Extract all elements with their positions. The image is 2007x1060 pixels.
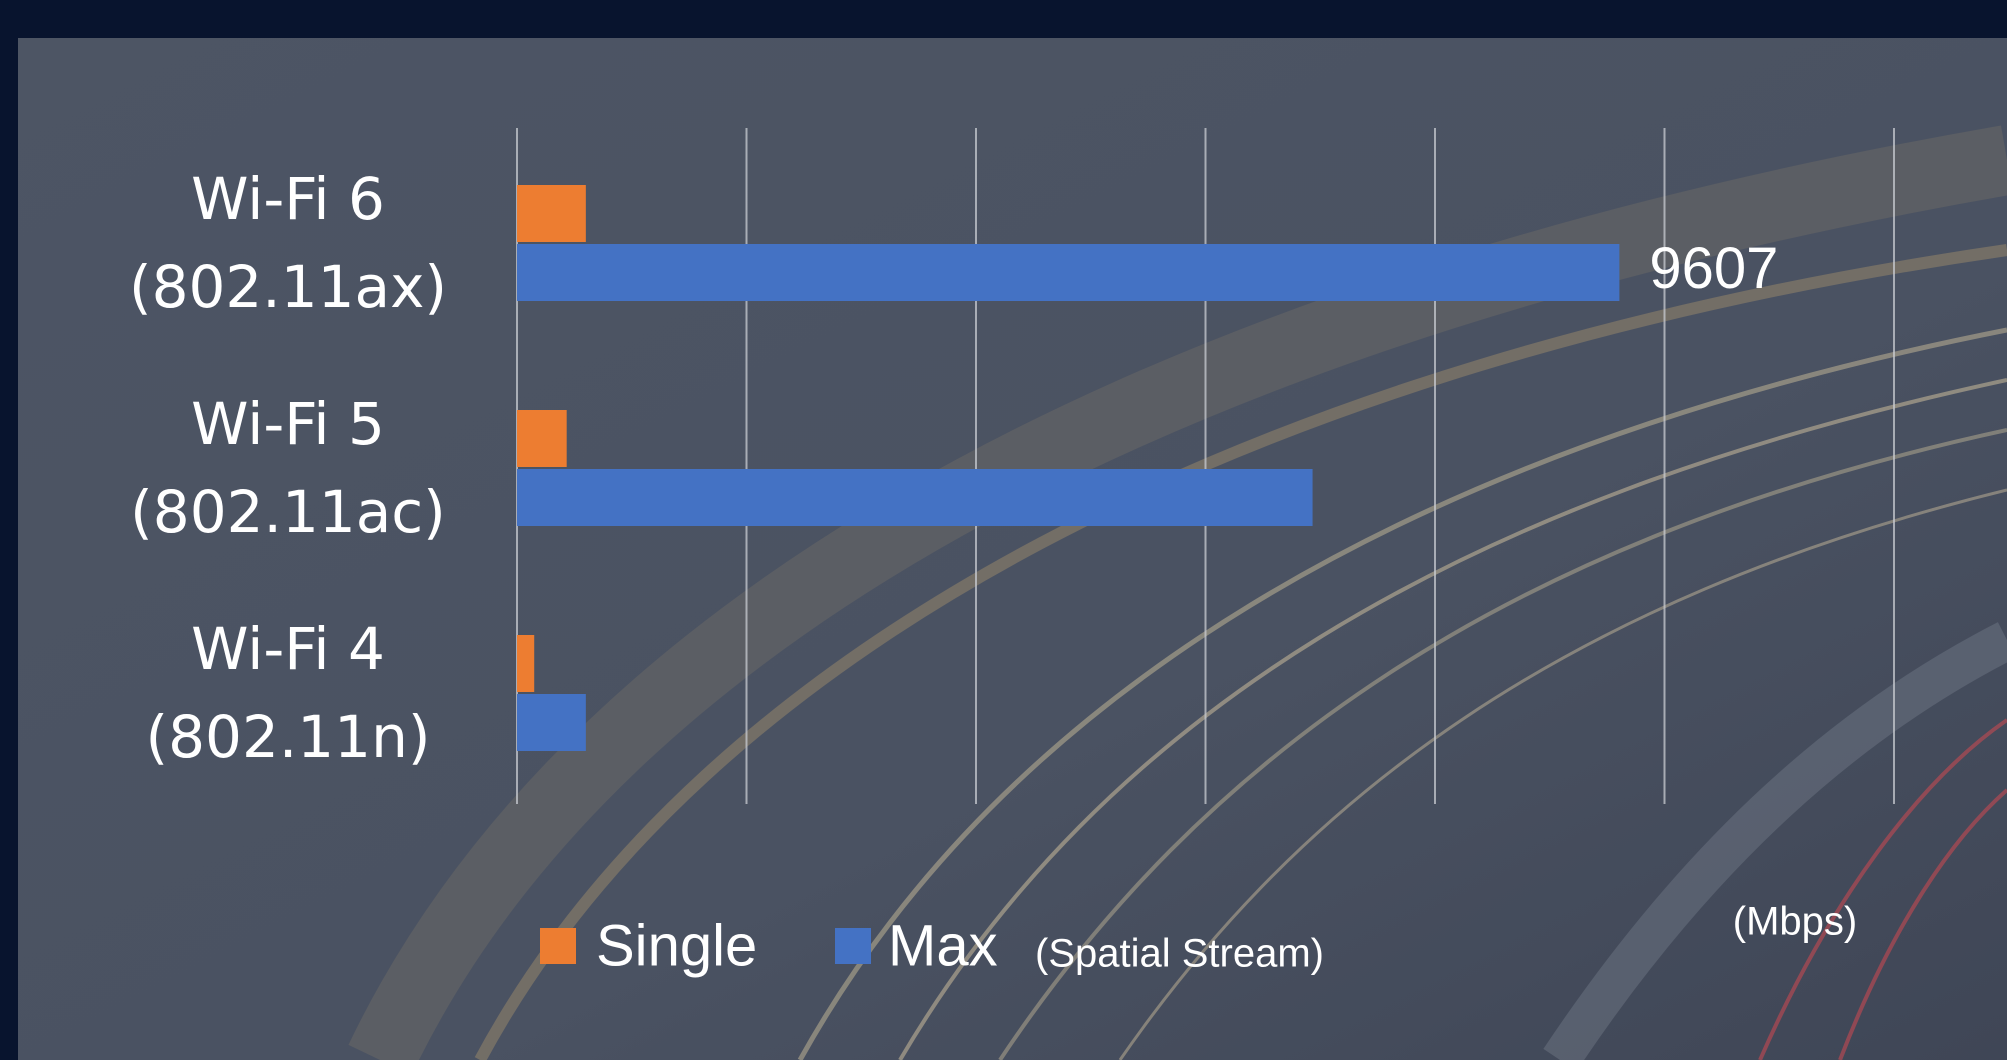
bar bbox=[517, 244, 1620, 301]
category-label: Wi-Fi 4 (802.11n) bbox=[145, 615, 431, 771]
legend-label: Max bbox=[888, 913, 998, 978]
bar bbox=[517, 694, 586, 751]
bar bbox=[517, 635, 535, 692]
axis-unit-label: (Mbps) bbox=[1733, 900, 1857, 944]
bar bbox=[517, 185, 586, 242]
legend-swatch bbox=[540, 928, 576, 964]
category-label: Wi-Fi 5 (802.11ac) bbox=[130, 390, 446, 546]
bar bbox=[517, 410, 567, 467]
value-label: 9607 bbox=[1649, 236, 1778, 301]
legend-swatch bbox=[835, 928, 871, 964]
category-label: Wi-Fi 6 (802.11ax) bbox=[128, 165, 448, 321]
legend-label: Single bbox=[596, 913, 757, 978]
legend-note: (Spatial Stream) bbox=[1035, 932, 1324, 976]
bar bbox=[517, 469, 1313, 526]
plot-area: 9607 bbox=[516, 128, 1895, 804]
